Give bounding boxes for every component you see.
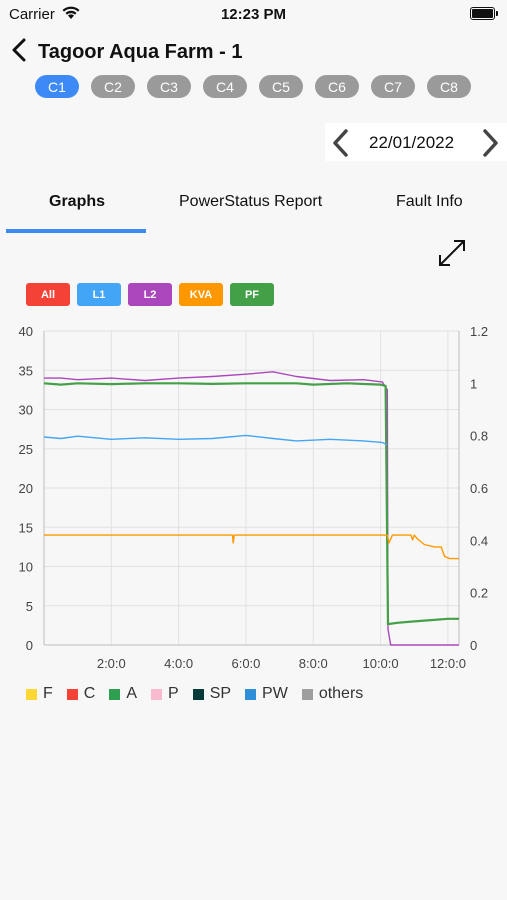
x-tick-label: 12:0:0 bbox=[430, 656, 466, 671]
active-tab-indicator bbox=[6, 229, 146, 233]
legend-swatch bbox=[66, 688, 78, 700]
x-tick-label: 10:0:0 bbox=[362, 656, 398, 671]
x-tick-label: 4:0:0 bbox=[164, 656, 193, 671]
legend-swatch bbox=[245, 688, 257, 700]
legend-label: C bbox=[83, 685, 96, 702]
tab-fault-info[interactable]: Fault Info bbox=[396, 193, 463, 210]
chip-c1[interactable]: C1 bbox=[35, 75, 79, 98]
y-right-tick-label: 0.8 bbox=[470, 429, 488, 444]
legend-swatch bbox=[151, 688, 163, 700]
y-left-tick-label: 10 bbox=[19, 560, 33, 575]
y-right-tick-label: 1.2 bbox=[470, 324, 488, 339]
series-line-0 bbox=[44, 371, 459, 646]
filter-pf-button[interactable]: PF bbox=[230, 283, 274, 306]
filter-l1-button[interactable]: L1 bbox=[77, 283, 121, 306]
filter-l2-button[interactable]: L2 bbox=[128, 283, 172, 306]
legend-swatch bbox=[192, 688, 204, 700]
status-bar: Carrier 12:23 PM bbox=[0, 0, 507, 30]
expand-icon[interactable] bbox=[434, 235, 470, 271]
x-tick-label: 8:0:0 bbox=[299, 656, 328, 671]
series-filters: All L1 L2 KVA PF bbox=[26, 283, 274, 306]
previous-date-icon[interactable] bbox=[328, 127, 354, 159]
tab-bar: Graphs PowerStatus Report Fault Info bbox=[0, 188, 507, 234]
y-left-tick-label: 35 bbox=[19, 363, 33, 378]
line-chart: 0 5 10 15 20 25 30 35 40 0 0.2 0.4 0.6 0.8 1 1.2 2:0:0 4:… bbox=[19, 324, 489, 671]
y-left-tick-label: 15 bbox=[19, 520, 33, 535]
filter-all-button[interactable]: All bbox=[26, 283, 70, 306]
tab-graphs[interactable]: Graphs bbox=[49, 193, 106, 210]
legend-item-c: C bbox=[66, 685, 96, 703]
wifi-icon bbox=[62, 6, 80, 19]
legend-label: F bbox=[43, 685, 53, 702]
y-left-tick-label: 0 bbox=[26, 638, 33, 653]
y-right-tick-label: 0 bbox=[470, 638, 477, 653]
y-left-tick-label: 5 bbox=[26, 599, 33, 614]
carrier-label: Carrier bbox=[9, 6, 55, 23]
chip-c2[interactable]: C2 bbox=[91, 75, 135, 98]
y-right-tick-label: 1 bbox=[470, 376, 477, 391]
y-left-tick-label: 30 bbox=[19, 403, 33, 418]
legend-label: P bbox=[168, 685, 179, 702]
chip-c5[interactable]: C5 bbox=[259, 75, 303, 98]
page-title: Tagoor Aqua Farm - 1 bbox=[38, 41, 243, 63]
y-left-tick-label: 25 bbox=[19, 442, 33, 457]
y-right-tick-label: 0.4 bbox=[470, 533, 488, 548]
legend-item-sp: SP bbox=[192, 685, 232, 703]
status-time: 12:23 PM bbox=[220, 6, 287, 23]
next-date-icon[interactable] bbox=[477, 127, 503, 159]
x-tick-label: 2:0:0 bbox=[97, 656, 126, 671]
date-selector: 22/01/2022 bbox=[325, 123, 507, 161]
legend-label: A bbox=[126, 685, 138, 702]
y-left-tick-label: 20 bbox=[19, 481, 33, 496]
back-arrow-icon[interactable] bbox=[8, 37, 32, 63]
legend-swatch bbox=[109, 688, 121, 700]
legend-item-pw: PW bbox=[245, 685, 288, 703]
y-left-tick-label: 40 bbox=[19, 324, 33, 339]
filter-kva-button[interactable]: KVA bbox=[179, 283, 223, 306]
legend-label: PW bbox=[262, 685, 288, 702]
chip-c3[interactable]: C3 bbox=[147, 75, 191, 98]
tab-powerstatus-report[interactable]: PowerStatus Report bbox=[179, 193, 323, 210]
legend-label: others bbox=[318, 685, 364, 702]
y-right-tick-label: 0.6 bbox=[470, 481, 488, 496]
legend-item-others: others bbox=[301, 685, 364, 703]
x-tick-label: 6:0:0 bbox=[231, 656, 260, 671]
series-line-2 bbox=[43, 434, 388, 446]
legend-label: SP bbox=[209, 685, 232, 702]
battery-icon bbox=[470, 7, 498, 20]
series-line-3 bbox=[44, 534, 459, 560]
y-right-tick-label: 0.2 bbox=[470, 586, 488, 601]
series-line-1 bbox=[43, 382, 459, 626]
chip-c6[interactable]: C6 bbox=[315, 75, 359, 98]
legend-item-f: F bbox=[26, 685, 53, 703]
chart-legend: F C A P SP PW others bbox=[26, 685, 363, 703]
legend-item-a: A bbox=[109, 685, 137, 703]
chip-c7[interactable]: C7 bbox=[371, 75, 415, 98]
legend-swatch bbox=[26, 688, 37, 700]
legend-swatch bbox=[301, 688, 313, 700]
selected-date[interactable]: 22/01/2022 bbox=[369, 133, 455, 152]
chip-c8[interactable]: C8 bbox=[427, 75, 471, 98]
legend-item-p: P bbox=[151, 685, 179, 703]
chip-c4[interactable]: C4 bbox=[203, 75, 247, 98]
channel-chips: C1 C2 C3 C4 C5 C6 C7 C8 bbox=[35, 75, 471, 98]
